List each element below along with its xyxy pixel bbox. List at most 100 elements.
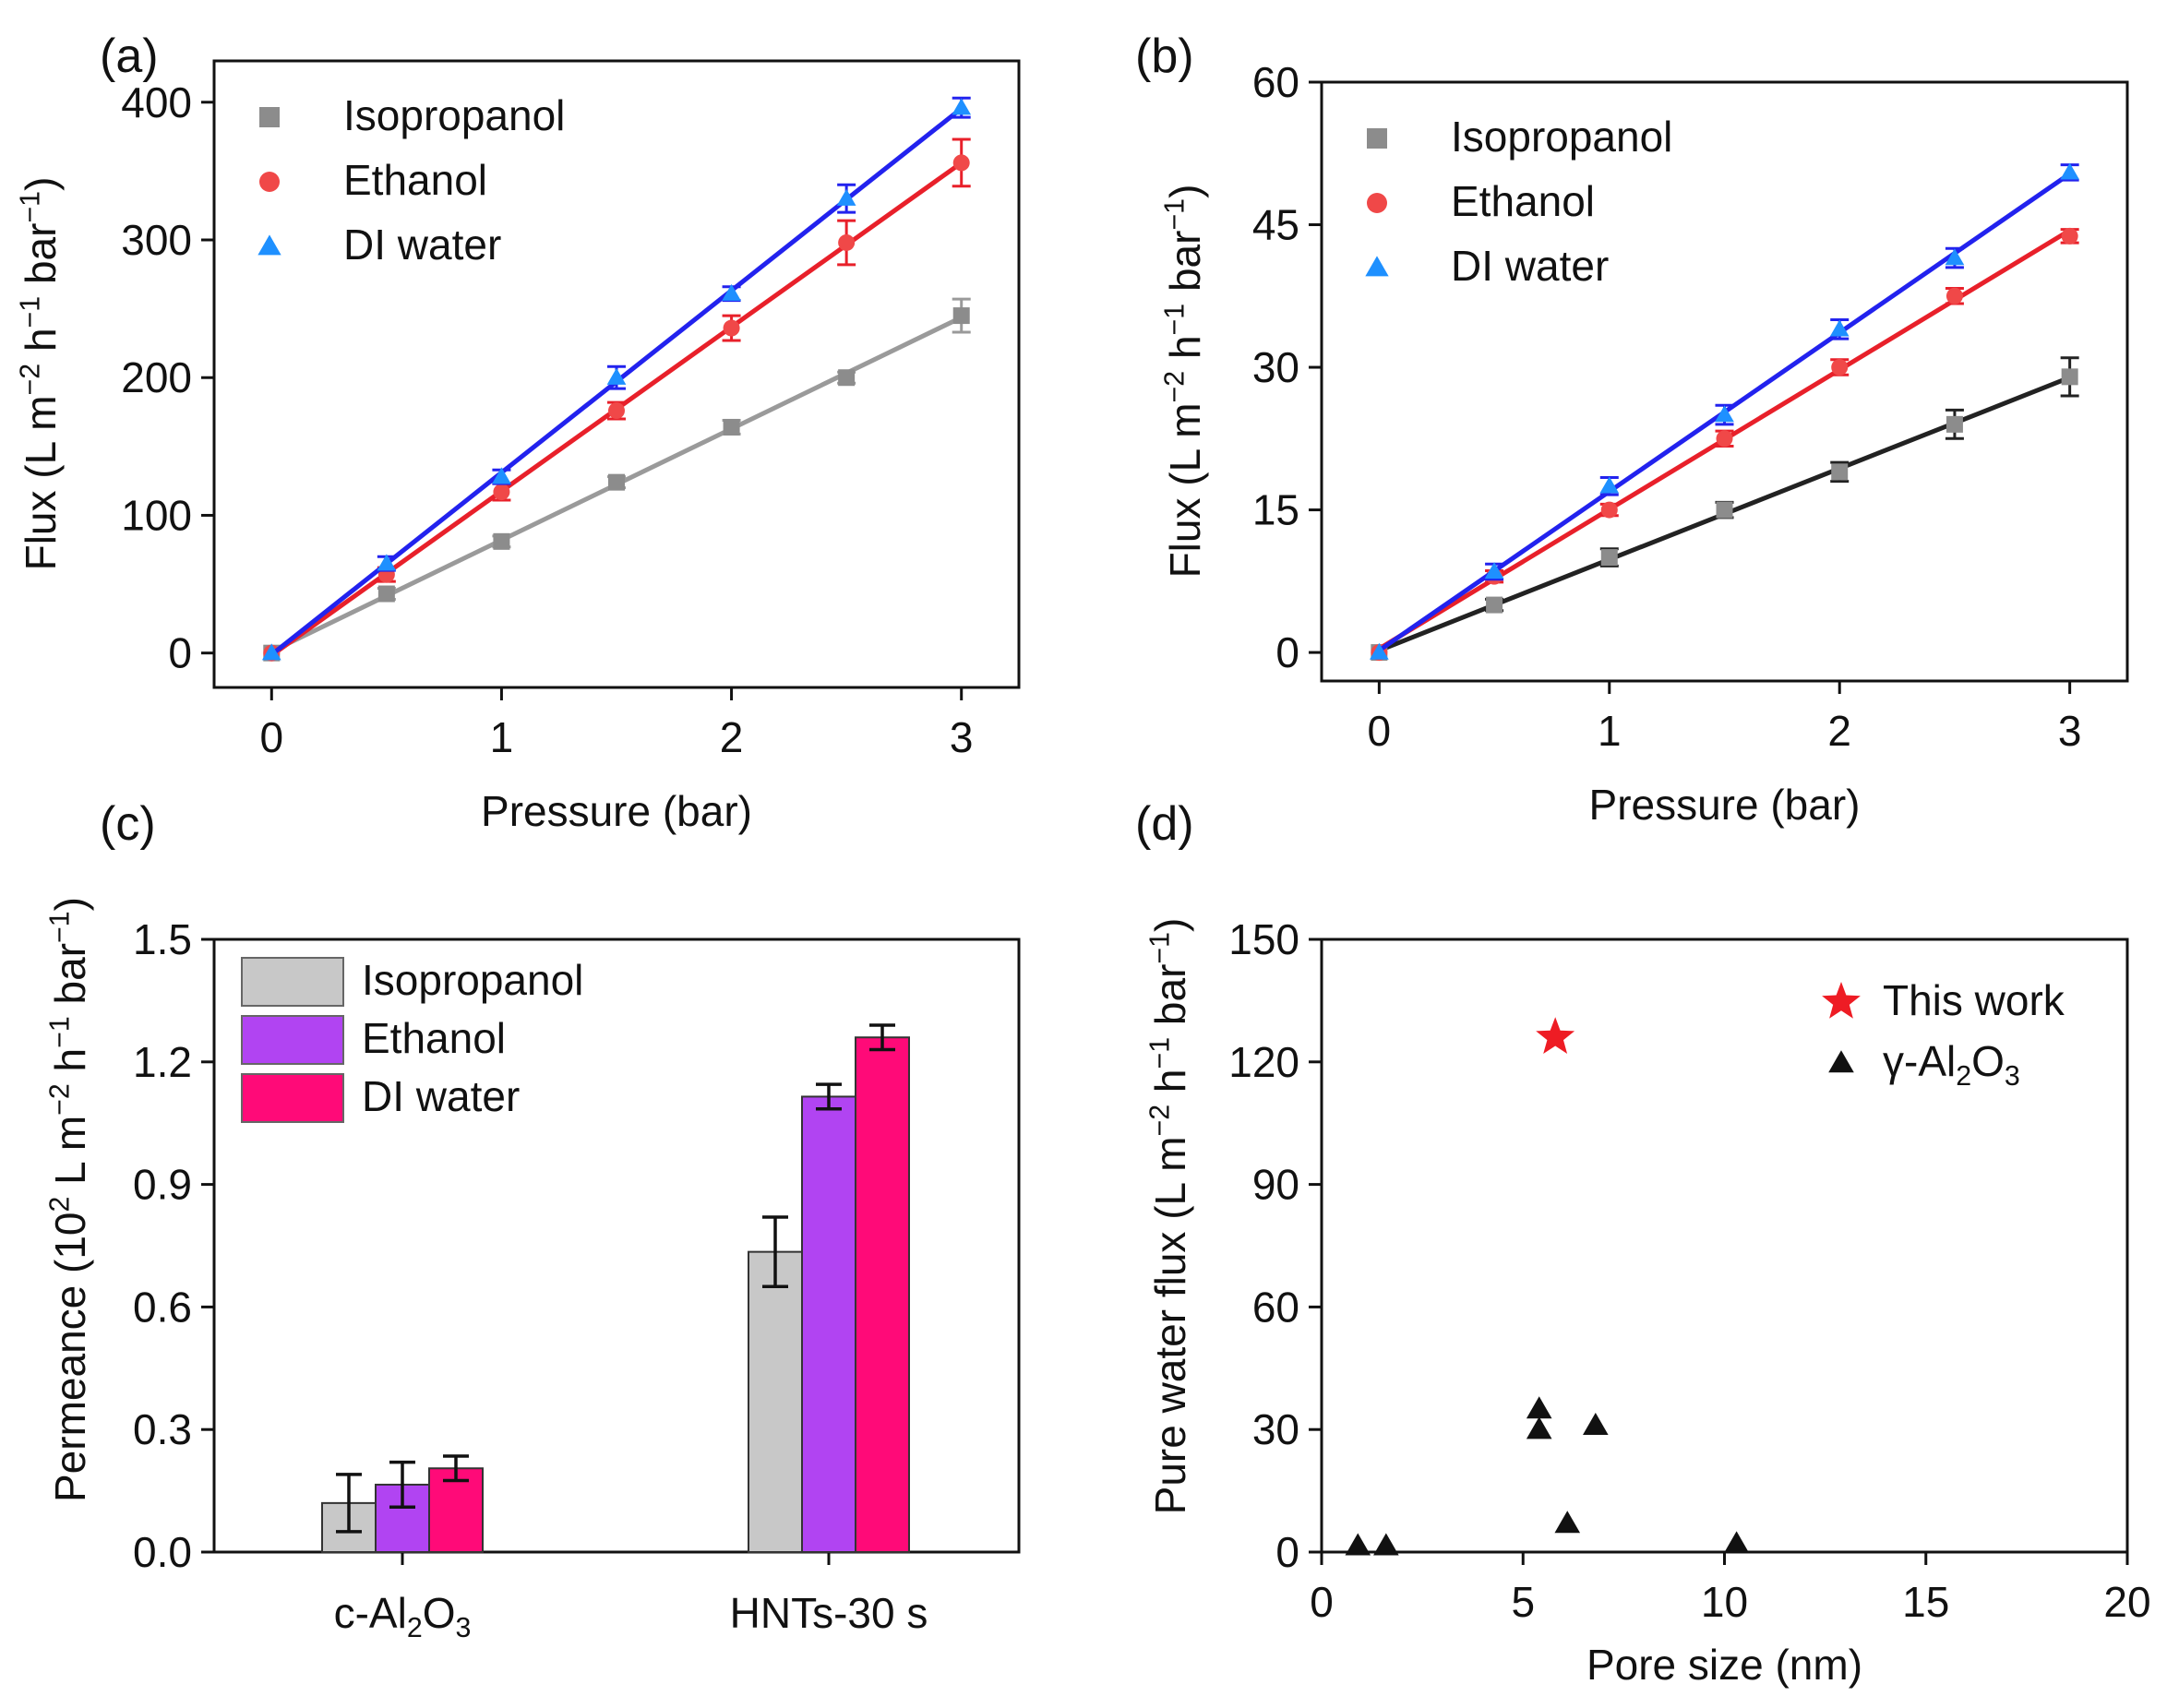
- panel-label: (a): [100, 30, 159, 83]
- x-tick-label: 0: [1368, 707, 1392, 755]
- data-point-di-water: [836, 188, 856, 206]
- data-point-gamma-alumina: [1583, 1412, 1609, 1435]
- y-tick-label: 0.6: [133, 1283, 192, 1331]
- legend-marker: [259, 172, 280, 192]
- legend-marker: [257, 234, 281, 256]
- y-tick-label: 30: [1252, 343, 1299, 391]
- y-tick-label: 0.3: [133, 1405, 192, 1453]
- data-point-di-water: [1829, 319, 1850, 337]
- panel-label: (d): [1135, 797, 1194, 851]
- data-point-di-water: [1945, 248, 1965, 266]
- plot-frame: [212, 938, 1021, 1554]
- category-label: c-Al2O3: [334, 1589, 472, 1643]
- legend-marker: [1367, 193, 1387, 213]
- data-point-ethanol: [723, 319, 740, 337]
- x-tick-label: 3: [950, 713, 974, 761]
- y-tick-label: 120: [1228, 1038, 1299, 1086]
- data-point-gamma-alumina: [1345, 1533, 1371, 1556]
- x-tick-label: 3: [2058, 707, 2082, 755]
- data-point-di-water: [1484, 562, 1504, 579]
- legend-label: Ethanol: [362, 1014, 506, 1062]
- legend-label: DI water: [362, 1072, 520, 1120]
- data-point-ethanol: [1716, 430, 1733, 448]
- legend-label: DI water: [1451, 242, 1609, 290]
- x-tick-label: 2: [1827, 707, 1851, 755]
- legend-marker: [1822, 982, 1861, 1019]
- y-axis-label: Flux (L m−2 h−1 bar−1): [16, 177, 65, 571]
- data-point-di-water: [261, 643, 281, 661]
- data-point-isopropanol: [608, 473, 625, 491]
- y-tick-label: 60: [1252, 1283, 1299, 1331]
- x-axis-label: Pressure (bar): [1589, 781, 1861, 829]
- data-point-di-water: [1370, 642, 1389, 660]
- x-tick-label: 15: [1902, 1578, 1949, 1626]
- data-point-gamma-alumina: [1373, 1533, 1399, 1556]
- legend-swatch: [241, 1015, 344, 1065]
- data-point-isopropanol: [952, 307, 970, 325]
- data-point-isopropanol: [1716, 501, 1733, 519]
- y-axis-label: Flux (L m−2 h−1 bar−1): [1160, 185, 1209, 579]
- data-point-gamma-alumina: [1554, 1511, 1581, 1534]
- data-point-di-water: [1715, 405, 1734, 423]
- data-point-isopropanol: [723, 418, 740, 436]
- x-tick-label: 5: [1511, 1578, 1535, 1626]
- y-tick-label: 0: [1275, 628, 1299, 676]
- data-point-isopropanol: [1946, 415, 1963, 433]
- panel-c: 0.0 0.3 0.6 0.9 1.2 1.5 c-Al2O3 HNTs-30 s Isopro…: [45, 797, 1021, 1643]
- y-tick-label: 0: [1275, 1528, 1299, 1576]
- x-tick-label: 1: [1598, 707, 1622, 755]
- plot-frame: [1320, 80, 2129, 683]
- data-point-di-water: [1599, 476, 1620, 494]
- x-tick-label: 20: [2103, 1578, 2150, 1626]
- y-tick-label: 60: [1252, 58, 1299, 106]
- legend-marker: [259, 107, 280, 127]
- panel-label: (c): [100, 797, 156, 851]
- legend-label: Isopropanol: [362, 956, 583, 1004]
- category-label: HNTs-30 s: [730, 1589, 928, 1637]
- y-axis-label: Permeance (102 L m−2 h−1 bar−1): [45, 897, 94, 1502]
- legend-marker: [1365, 256, 1389, 277]
- y-tick-label: 45: [1252, 201, 1299, 249]
- data-point-di-water: [377, 554, 397, 571]
- y-tick-label: 1.5: [133, 915, 192, 963]
- panel-d: 0 5 10 15 20 0 30 60 90 120 150 This work γ-Al2O3 (d)…: [1135, 797, 2151, 1689]
- legend-label: Isopropanol: [343, 91, 565, 139]
- data-point-di-water: [722, 283, 741, 301]
- data-point-di-water: [492, 467, 511, 484]
- legend-label: Ethanol: [1451, 177, 1595, 225]
- legend-label: This work: [1883, 976, 2065, 1024]
- data-point-isopropanol: [377, 585, 395, 603]
- x-tick-label: 0: [259, 713, 283, 761]
- y-tick-label: 0.0: [133, 1528, 192, 1576]
- data-point-gamma-alumina: [1723, 1531, 1750, 1554]
- y-tick-label: 1.2: [133, 1038, 192, 1086]
- data-point-ethanol: [838, 233, 856, 251]
- y-tick-label: 150: [1228, 915, 1299, 963]
- data-point-isopropanol: [1831, 463, 1849, 481]
- legend-marker: [1367, 128, 1387, 149]
- x-tick-label: 1: [490, 713, 514, 761]
- panel-a: 0 1 2 3 0 100 200 300 400(a) Pressure (bar) Flux (…: [16, 30, 1021, 835]
- data-point-di-water: [606, 367, 627, 385]
- panel-label: (b): [1135, 30, 1194, 83]
- data-point-this-work: [1536, 1017, 1575, 1054]
- plot-frame: [212, 59, 1021, 689]
- data-point-isopropanol: [2061, 368, 2078, 386]
- legend-swatch: [241, 957, 344, 1007]
- y-tick-label: 100: [121, 491, 192, 539]
- y-tick-label: 90: [1252, 1161, 1299, 1209]
- data-point-ethanol: [493, 484, 510, 501]
- bar-ethanol: [801, 1095, 856, 1553]
- legend-label: DI water: [343, 221, 501, 269]
- x-tick-label: 0: [1310, 1578, 1334, 1626]
- x-tick-label: 2: [720, 713, 744, 761]
- data-point-isopropanol: [1600, 549, 1618, 567]
- y-tick-label: 300: [121, 216, 192, 264]
- legend-label: Ethanol: [343, 156, 487, 204]
- data-point-ethanol: [2061, 227, 2078, 245]
- data-point-isopropanol: [1486, 596, 1503, 614]
- y-tick-label: 15: [1252, 486, 1299, 534]
- data-point-di-water: [952, 98, 972, 115]
